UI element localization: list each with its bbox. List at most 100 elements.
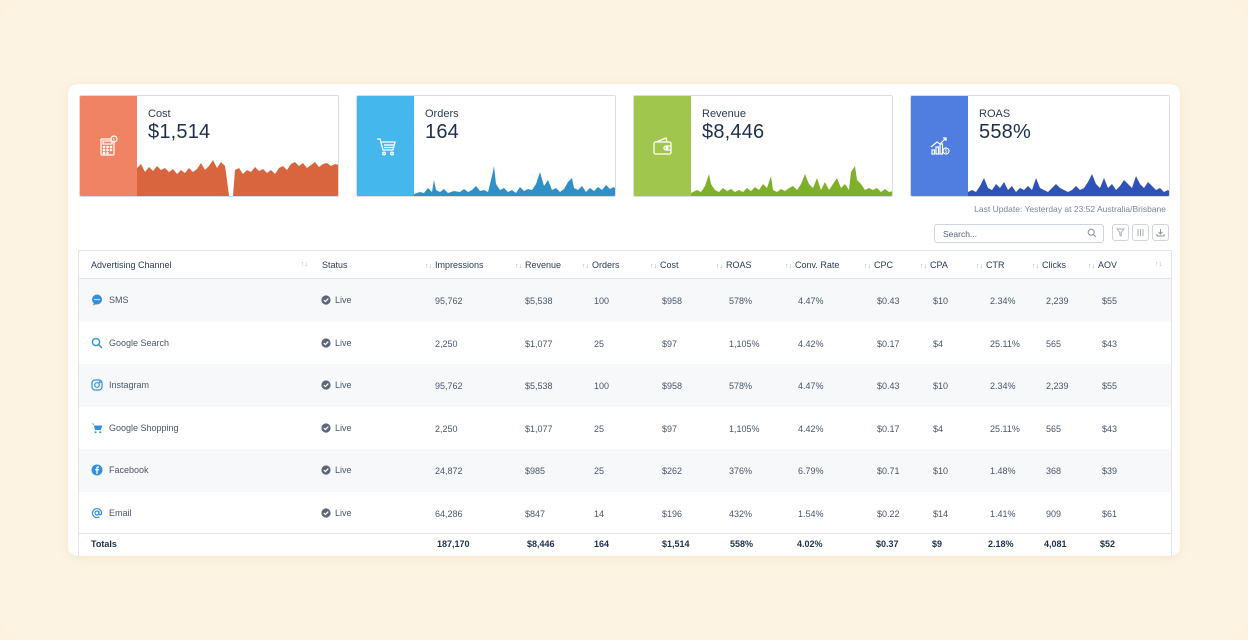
channel-cell[interactable]: SMS — [91, 294, 129, 306]
col-header-advertising-channel[interactable]: Advertising Channel — [91, 260, 172, 270]
status-text: Live — [335, 422, 352, 433]
cell-impressions: 2,250 — [435, 423, 458, 434]
table-row[interactable]: Facebook Live 24,872 $985 25 $262 376% 6.79% $0.… — [79, 449, 1171, 492]
cell-ctr: 25.11% — [990, 423, 1020, 434]
channel-cell[interactable]: Facebook — [91, 464, 149, 476]
cell-impressions: 95,762 — [435, 296, 463, 306]
sms-icon — [91, 294, 103, 306]
col-header-aov[interactable]: ↑↓ AOV — [1088, 260, 1118, 270]
cell-clicks: 2,239 — [1046, 296, 1069, 306]
table-row[interactable]: Google Search Live 2,250 $1,077 25 $97 1,105% 4… — [79, 322, 1171, 365]
totals-row: Totals 187,170 $8,446 164 $1,514 558% 4.… — [79, 533, 1171, 556]
channel-cell[interactable]: Google Shopping — [91, 422, 179, 434]
cell-ctr: 2.34% — [990, 381, 1016, 391]
cell-clicks: 565 — [1046, 423, 1062, 434]
cell-aov: $55 — [1102, 381, 1118, 391]
status-text: Live — [335, 465, 352, 475]
check-circle-icon — [321, 422, 331, 433]
kpi-revenue-label: Revenue — [702, 108, 747, 120]
table-row[interactable]: SMS Live 95,762 $5,538 100 $958 578% 4.47% $0.43… — [79, 279, 1171, 322]
cell-cpa: $10 — [933, 466, 949, 476]
cell-ctr: 25.11% — [990, 338, 1020, 349]
orders-sparkline — [414, 166, 615, 196]
channel-name: Email — [109, 507, 132, 518]
columns-button[interactable] — [1132, 224, 1149, 241]
kpi-orders-value: 164 — [425, 121, 459, 143]
cell-cpc: $0.43 — [877, 381, 900, 391]
sort-icon: ↑↓ — [1088, 263, 1095, 270]
cell-conv: 4.47% — [798, 381, 824, 391]
kpi-card-revenue[interactable]: Revenue $8,446 — [633, 95, 893, 197]
kpi-orders-label: Orders — [425, 108, 459, 120]
channel-cell[interactable]: Instagram — [91, 379, 149, 391]
col-header-cost[interactable]: ↑↓ Cost — [650, 260, 679, 270]
table-row[interactable]: Email Live 64,286 $847 14 $196 432% 1.54% $0.22 $… — [79, 492, 1171, 535]
cell-aov: $55 — [1102, 296, 1118, 306]
email-icon — [91, 507, 103, 519]
cell-aov: $61 — [1102, 508, 1118, 519]
channel-name: SMS — [109, 295, 129, 305]
col-header-revenue[interactable]: ↑↓ Revenue — [515, 260, 562, 270]
kpi-cost-label: Cost — [148, 108, 171, 120]
kpi-card-roas[interactable]: $ ROAS 558% — [910, 95, 1170, 197]
sort-icon: ↑↓ — [515, 263, 522, 270]
cell-conv: 4.42% — [798, 423, 824, 434]
kpi-revenue-value: $8,446 — [702, 121, 765, 143]
cell-roas: 1,105% — [729, 338, 760, 349]
col-header-status[interactable]: Status — [322, 260, 348, 270]
sort-icon: ↑↓ — [425, 263, 432, 270]
status-cell: Live — [321, 465, 352, 475]
download-button[interactable] — [1152, 224, 1169, 241]
table-row[interactable]: Instagram Live 95,762 $5,538 100 $958 578% 4.47… — [79, 364, 1171, 407]
revenue-sparkline — [691, 166, 892, 196]
search-input[interactable]: Search... — [934, 224, 1104, 243]
sort-icon: ↑↓ — [650, 263, 657, 270]
cell-roas: 376% — [729, 466, 753, 476]
sort-icon: ↑↓ — [920, 263, 927, 270]
cell-cost: $262 — [662, 466, 683, 476]
table-row[interactable]: Google Shopping Live 2,250 $1,077 25 $97 1,105… — [79, 407, 1171, 450]
col-header-cpc[interactable]: ↑↓ CPC — [864, 260, 894, 270]
sort-icon[interactable]: ↑↓ — [301, 261, 308, 268]
col-header-roas[interactable]: ↑↓ ROAS — [716, 260, 752, 270]
status-text: Live — [335, 380, 352, 390]
status-cell: Live — [321, 338, 352, 348]
col-header-ctr[interactable]: ↑↓ CTR — [976, 260, 1005, 270]
totals-clicks: 4,081 — [1044, 539, 1067, 549]
cell-roas: 578% — [729, 296, 753, 306]
totals-revenue: $8,446 — [527, 539, 555, 549]
cell-conv: 1.54% — [798, 508, 824, 519]
totals-cpc: $0.37 — [876, 539, 899, 549]
dashboard-panel: $ Cost $1,514 Orders 164 — [68, 84, 1180, 556]
status-cell: Live — [321, 380, 352, 390]
col-header-impressions[interactable]: ↑↓ Impressions — [425, 260, 484, 270]
check-circle-icon — [321, 380, 331, 390]
download-icon — [1156, 229, 1165, 237]
col-header-clicks[interactable]: ↑↓ Clicks — [1032, 260, 1066, 270]
cell-cpa: $10 — [933, 296, 949, 306]
sort-icon: ↑↓ — [785, 263, 792, 270]
sort-icon[interactable]: ↑↓ — [1155, 261, 1162, 268]
channel-cell[interactable]: Google Search — [91, 337, 169, 349]
col-header-orders[interactable]: ↑↓ Orders — [582, 260, 620, 270]
check-circle-icon — [321, 337, 331, 348]
cell-cost: $97 — [662, 338, 678, 349]
filter-button[interactable] — [1112, 224, 1129, 241]
col-header-conv-rate[interactable]: ↑↓ Conv. Rate — [785, 260, 840, 270]
cell-revenue: $847 — [525, 508, 546, 519]
cell-cost: $97 — [662, 423, 678, 434]
cell-orders: 100 — [594, 296, 610, 306]
kpi-card-cost[interactable]: $ Cost $1,514 — [79, 95, 339, 197]
cell-revenue: $1,077 — [525, 338, 553, 349]
cell-roas: 432% — [729, 508, 753, 519]
cell-aov: $39 — [1102, 466, 1118, 476]
totals-cpa: $9 — [932, 539, 943, 549]
channel-cell[interactable]: Email — [91, 507, 132, 519]
search-icon — [1087, 228, 1097, 238]
channel-name: Instagram — [109, 380, 150, 390]
check-circle-icon — [321, 507, 331, 518]
status-text: Live — [335, 337, 352, 348]
col-header-cpa[interactable]: ↑↓ CPA — [920, 260, 948, 270]
kpi-card-orders[interactable]: Orders 164 — [356, 95, 616, 197]
